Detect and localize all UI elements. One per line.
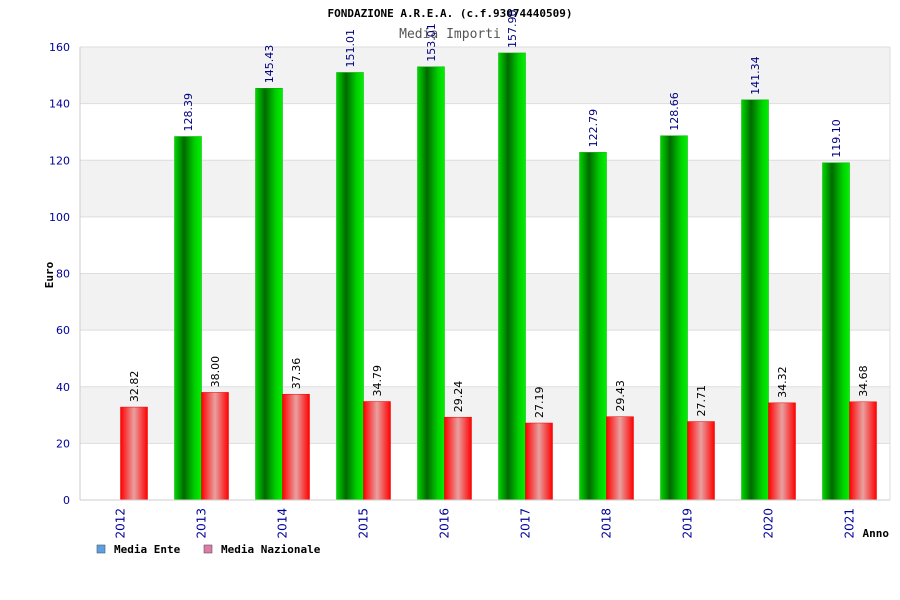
plot-band — [80, 47, 890, 104]
y-tick-label: 40 — [56, 381, 70, 394]
bar-media-ente — [579, 152, 607, 501]
bar-value-label: 38.00 — [209, 356, 222, 388]
bar-value-label: 128.39 — [182, 93, 195, 132]
chart-title: FONDAZIONE A.R.E.A. (c.f.93074440509) — [327, 7, 572, 20]
bar-value-label: 34.68 — [857, 365, 870, 397]
bar-value-label: 29.24 — [452, 381, 465, 413]
bar-value-label: 128.66 — [668, 92, 681, 131]
y-tick-label: 0 — [63, 494, 70, 507]
x-tick-label: 2021 — [843, 508, 857, 539]
bar-media-nazionale — [606, 416, 634, 501]
y-tick-label: 20 — [56, 437, 70, 450]
bar-value-label: 122.79 — [587, 109, 600, 148]
legend-label: Media Ente — [114, 543, 181, 556]
bar-media-nazionale — [525, 422, 553, 501]
y-axis-label: Euro — [43, 261, 56, 288]
bar-media-ente — [660, 135, 688, 501]
x-tick-label: 2014 — [276, 508, 290, 539]
bar-value-label: 141.34 — [749, 56, 762, 95]
x-tick-label: 2017 — [519, 508, 533, 539]
x-tick-label: 2020 — [762, 508, 776, 539]
bar-labels-group: 128.39 145.43 151.01 153.01 157.90 122.79 128.… — [128, 9, 870, 418]
legend-swatch — [203, 544, 213, 554]
bar-media-ente — [255, 88, 283, 501]
bar-media-nazionale — [363, 401, 391, 501]
bar-value-label: 27.19 — [533, 387, 546, 419]
bar-media-ente — [417, 66, 445, 501]
legend: Media Ente Media Nazionale — [96, 543, 321, 556]
bars-group — [120, 52, 877, 501]
x-tick-labels: 2012 2013 2014 2015 2016 2017 2018 2019 2020 2021 — [114, 508, 857, 539]
legend-label: Media Nazionale — [221, 543, 321, 556]
legend-swatch — [96, 544, 106, 554]
bar-value-label: 29.43 — [614, 380, 627, 412]
bar-media-nazionale — [201, 392, 229, 501]
bar-media-ente — [741, 99, 769, 501]
y-tick-label: 100 — [49, 211, 70, 224]
bar-media-nazionale — [282, 393, 310, 501]
bar-media-ente — [498, 52, 526, 501]
y-tick-label: 140 — [49, 98, 70, 111]
y-tick-label: 80 — [56, 268, 70, 281]
bar-media-ente — [174, 136, 202, 501]
bar-media-nazionale — [444, 416, 472, 501]
bar-value-label: 37.36 — [290, 358, 303, 390]
x-tick-label: 2016 — [438, 508, 452, 539]
x-tick-label: 2015 — [357, 508, 371, 539]
bar-value-label: 145.43 — [263, 45, 276, 84]
bar-media-nazionale — [687, 421, 715, 501]
bar-value-label: 153.01 — [425, 23, 438, 62]
bar-media-nazionale — [768, 402, 796, 501]
y-tick-labels: 0 20 40 60 80 100 120 140 160 — [49, 41, 70, 507]
y-tick-label: 120 — [49, 154, 70, 167]
bar-value-label: 119.10 — [830, 119, 843, 158]
x-tick-label: 2019 — [681, 508, 695, 539]
bar-value-label: 157.90 — [506, 9, 519, 48]
bar-value-label: 151.01 — [344, 29, 357, 68]
chart-subtitle: Media Importi — [399, 27, 501, 42]
x-tick-label: 2013 — [195, 508, 209, 539]
bar-media-nazionale — [120, 406, 148, 501]
bar-value-label: 27.71 — [695, 385, 708, 417]
bar-media-ente — [336, 72, 364, 501]
bar-value-label: 34.79 — [371, 365, 384, 397]
x-tick-label: 2018 — [600, 508, 614, 539]
bar-value-label: 34.32 — [776, 366, 789, 398]
x-tick-label: 2012 — [114, 508, 128, 539]
bar-value-label: 32.82 — [128, 371, 141, 403]
y-tick-label: 160 — [49, 41, 70, 54]
x-axis-label: Anno — [863, 527, 890, 540]
y-tick-label: 60 — [56, 324, 70, 337]
axes — [79, 47, 891, 501]
bar-media-ente — [822, 162, 850, 501]
bar-media-nazionale — [849, 401, 877, 501]
